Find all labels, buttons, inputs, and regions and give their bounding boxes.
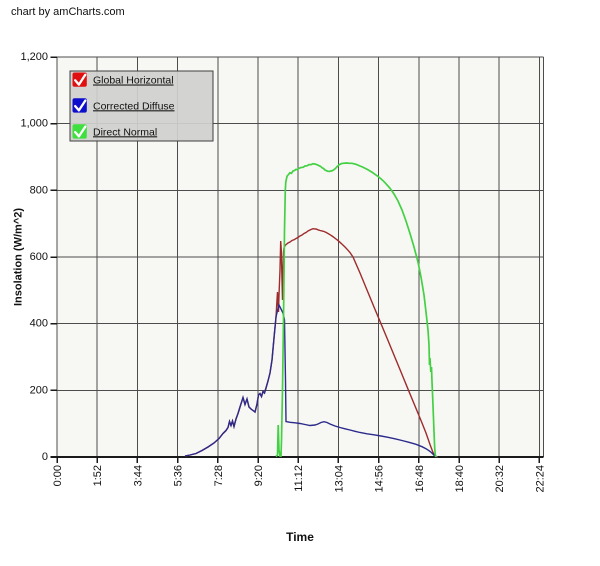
svg-text:600: 600	[30, 251, 48, 263]
svg-text:13:04: 13:04	[333, 465, 345, 493]
svg-text:16:48: 16:48	[414, 465, 426, 493]
svg-text:400: 400	[30, 318, 48, 330]
svg-text:Time: Time	[286, 530, 314, 544]
svg-text:0:00: 0:00	[52, 465, 64, 486]
svg-text:3:44: 3:44	[132, 465, 144, 486]
svg-text:0: 0	[42, 451, 48, 463]
svg-text:1,000: 1,000	[20, 118, 48, 130]
svg-text:1:52: 1:52	[92, 465, 104, 486]
svg-text:Insolation (W/m^2): Insolation (W/m^2)	[13, 208, 25, 306]
svg-text:1,200: 1,200	[20, 51, 48, 63]
svg-text:Direct Normal: Direct Normal	[93, 126, 157, 138]
svg-text:22:24: 22:24	[534, 465, 546, 493]
svg-text:7:28: 7:28	[213, 465, 225, 486]
svg-text:Global Horizontal: Global Horizontal	[93, 75, 174, 87]
svg-text:5:36: 5:36	[173, 465, 185, 486]
svg-text:11:12: 11:12	[293, 465, 305, 492]
svg-text:20:32: 20:32	[494, 465, 506, 493]
svg-text:18:40: 18:40	[454, 465, 466, 493]
svg-text:Corrected Diffuse: Corrected Diffuse	[93, 100, 175, 112]
svg-text:800: 800	[30, 184, 48, 196]
svg-text:9:20: 9:20	[253, 465, 265, 486]
svg-text:14:56: 14:56	[374, 465, 386, 493]
svg-text:200: 200	[30, 384, 48, 396]
